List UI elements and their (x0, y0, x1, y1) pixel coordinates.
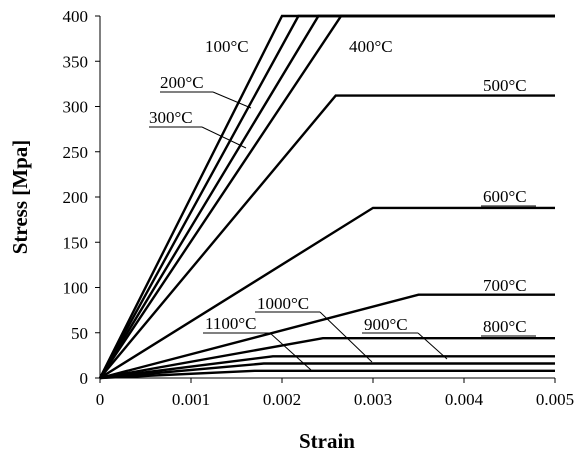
plot-area: 0 0.001 0.002 0.003 0.004 0.005 0 50 100 150 200 25… (63, 7, 575, 409)
y-tick-label: 200 (63, 188, 89, 207)
x-tick-label: 0.004 (445, 390, 484, 409)
y-tick-label: 100 (63, 279, 89, 298)
y-tick-label: 50 (71, 324, 88, 343)
curve-label-900c: 900°C (364, 315, 408, 334)
x-axis-title: Strain (299, 429, 355, 453)
x-tick-label: 0.002 (263, 390, 301, 409)
curve-label-500c: 500°C (483, 76, 527, 95)
curve-label-400c: 400°C (349, 37, 393, 56)
y-tick-label: 150 (63, 233, 89, 252)
curve-label-300c: 300°C (149, 108, 193, 127)
y-tick-label: 400 (63, 7, 89, 26)
x-tick-label: 0.001 (172, 390, 210, 409)
y-axis-title: Stress [Mpa] (8, 140, 32, 255)
x-tick-label: 0 (96, 390, 105, 409)
curve-label-100c: 100°C (205, 37, 249, 56)
y-tick-label: 250 (63, 143, 89, 162)
curve-label-800c: 800°C (483, 317, 527, 336)
label-leader-line (213, 92, 251, 108)
x-tick-label: 0.005 (536, 390, 574, 409)
y-tick-label: 350 (63, 52, 89, 71)
x-tick-label: 0.003 (354, 390, 392, 409)
curve-label-1000c: 1000°C (257, 294, 309, 313)
y-tick-label: 300 (63, 98, 89, 117)
y-tick-label: 0 (80, 369, 89, 388)
curve-label-700c: 700°C (483, 276, 527, 295)
curve-label-600c: 600°C (483, 187, 527, 206)
curve-label-1100c: 1100°C (205, 314, 257, 333)
curve-label-200c: 200°C (160, 73, 204, 92)
